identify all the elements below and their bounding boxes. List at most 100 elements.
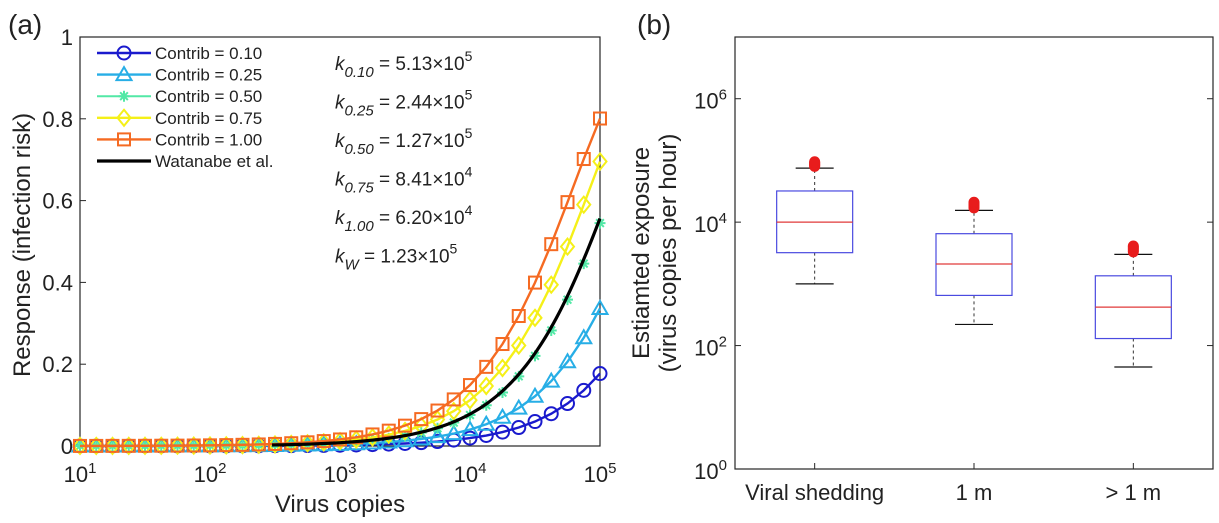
data-point <box>203 438 217 453</box>
data-point <box>445 401 462 421</box>
data-point <box>300 435 315 450</box>
box-2 <box>935 196 1013 326</box>
data-point <box>234 435 251 455</box>
data-point <box>169 436 186 456</box>
data-point <box>511 309 526 324</box>
data-point <box>105 438 120 453</box>
panel-a-y-axis-label: Response (infection risk) <box>9 113 36 377</box>
panel-b-y-axis-label-line1: Estiamted exposure <box>628 147 655 359</box>
outlier-point <box>968 196 980 208</box>
data-point <box>460 420 480 437</box>
k-annotation: kW = 1.23×105 <box>335 241 458 274</box>
data-point <box>478 376 495 396</box>
data-point <box>576 152 591 167</box>
panel-a-x-tick-label: 105 <box>584 460 617 487</box>
data-point <box>250 435 267 455</box>
data-point <box>153 436 170 456</box>
data-point <box>578 258 590 270</box>
panel-a-y-tick-label: 0 <box>61 434 73 459</box>
k-annotation: k1.00 = 6.20×104 <box>335 202 473 235</box>
panel-a-x-tick-label: 101 <box>64 460 97 487</box>
data-point <box>558 352 577 369</box>
series-line <box>79 161 602 448</box>
panel-a-x-tick-label: 103 <box>324 460 357 487</box>
panel-b-x-ticks: Viral shedding 1 m > 1 m <box>745 463 1161 505</box>
data-point <box>575 195 592 215</box>
data-point <box>511 420 527 436</box>
panel-b-y-tick-label: 100 <box>694 457 727 484</box>
data-point <box>185 436 202 456</box>
data-point <box>544 237 559 252</box>
data-point <box>494 358 511 378</box>
data-point <box>560 396 575 412</box>
data-point <box>560 195 575 210</box>
legend-entry: Contrib = 0.10 <box>155 44 262 63</box>
series-line <box>272 217 602 447</box>
legend-marker <box>118 90 130 102</box>
panel-a-y-tick-label: 1 <box>61 25 73 50</box>
panel-a-annotations: k0.10 = 5.13×105 k0.25 = 2.44×105 k0.50 = … <box>335 48 473 274</box>
data-point <box>463 378 477 393</box>
panel-b-y-ticks: 100 102 104 106 <box>694 87 1213 484</box>
k-annotation: k0.75 = 8.41×104 <box>335 164 473 197</box>
data-point <box>493 407 512 424</box>
panel-b-boxes <box>776 156 1172 368</box>
data-point <box>543 406 559 422</box>
panel-a-y-ticks: 0 0.2 0.4 0.6 0.8 1 <box>42 25 86 459</box>
panel-a-y-tick-label: 0.4 <box>42 270 73 295</box>
series-contrib-0-25 <box>70 298 610 453</box>
panel-b-y-tick-label: 104 <box>694 210 727 237</box>
panel-a-legend: Contrib = 0.10 Contrib = 0.25 Contrib = 0.… <box>97 44 273 171</box>
data-point <box>574 328 593 345</box>
data-point <box>316 434 331 449</box>
data-point <box>479 359 494 374</box>
panel-b-category-label: > 1 m <box>1106 480 1162 505</box>
panel-a-x-tick-label: 104 <box>454 460 487 487</box>
series-contrib-1-00 <box>73 111 607 453</box>
legend-marker <box>116 108 132 128</box>
data-point <box>444 424 463 441</box>
data-point <box>186 438 201 453</box>
data-point <box>218 435 235 455</box>
data-point <box>477 414 496 431</box>
panel-a-series <box>70 111 610 456</box>
data-point <box>121 438 136 453</box>
data-point <box>89 438 104 453</box>
outlier-point <box>809 156 821 168</box>
data-point <box>202 435 218 456</box>
legend-marker <box>116 45 132 61</box>
data-point <box>251 437 266 452</box>
data-point <box>72 436 88 456</box>
legend-entry: Contrib = 1.00 <box>155 130 262 149</box>
data-point <box>235 437 250 452</box>
panel-a-y-tick-label: 0.8 <box>42 107 73 132</box>
data-point <box>428 427 447 444</box>
data-point <box>462 390 478 410</box>
k-annotation: k0.50 = 1.27×105 <box>335 125 473 158</box>
panel-b-y-tick-label: 102 <box>694 334 727 361</box>
data-point <box>170 438 185 453</box>
data-point <box>412 429 431 446</box>
legend-entry: Contrib = 0.75 <box>155 109 262 128</box>
legend-entry: Watanabe et al. <box>155 152 273 171</box>
data-point <box>462 430 478 446</box>
data-point <box>495 337 510 352</box>
data-point <box>590 298 610 315</box>
data-point <box>88 436 105 456</box>
data-point <box>559 236 576 257</box>
data-point <box>349 430 364 445</box>
legend-entry: Contrib = 0.25 <box>155 66 262 85</box>
panel-a-label: (a) <box>8 9 42 40</box>
data-point <box>219 438 234 453</box>
panel-a-x-axis-label: Virus copies <box>275 491 405 518</box>
data-point <box>414 412 429 427</box>
data-point <box>333 432 347 447</box>
legend-marker <box>114 65 134 82</box>
data-point <box>576 382 592 398</box>
data-point <box>593 111 607 126</box>
panel-b-y-axis-label-line2: (virus copies per hour) <box>655 134 682 373</box>
data-point <box>104 436 121 456</box>
outlier-point <box>1127 240 1139 252</box>
